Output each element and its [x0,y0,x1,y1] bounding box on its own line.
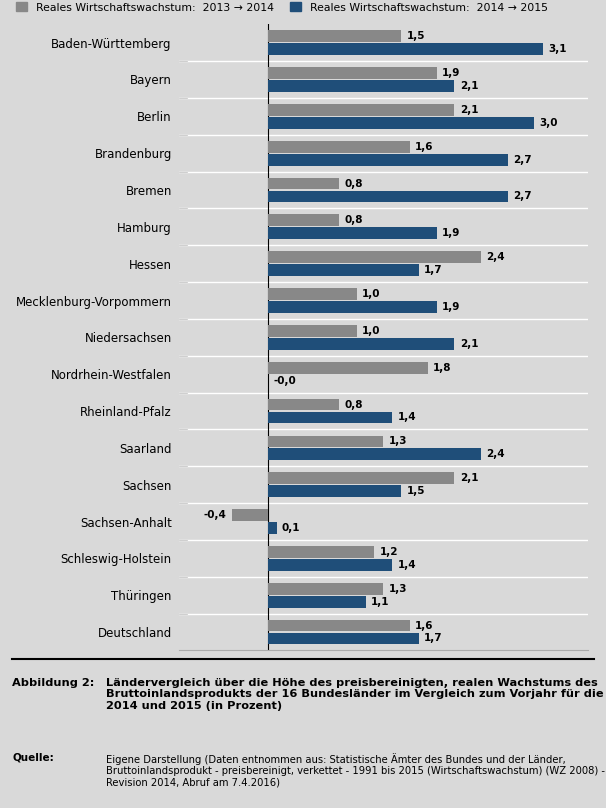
Bar [268,486,401,497]
Bar [268,141,410,153]
Bar [268,178,339,189]
Text: 1,6: 1,6 [415,141,434,152]
Text: 2,4: 2,4 [487,252,505,263]
Bar [268,67,437,79]
Bar [268,301,437,313]
Bar [268,546,375,558]
Text: 1,6: 1,6 [415,621,434,630]
Text: 0,8: 0,8 [344,216,362,225]
Text: 2,4: 2,4 [487,449,505,459]
Bar [268,595,365,608]
Text: 2,1: 2,1 [460,105,478,115]
Bar [268,583,383,595]
Text: 1,9: 1,9 [442,229,461,238]
Bar [268,80,454,92]
Bar [268,288,356,300]
Text: 1,1: 1,1 [371,596,389,607]
Bar [268,633,419,644]
Text: 2,7: 2,7 [513,154,531,165]
Bar [268,104,454,116]
Bar [268,264,419,276]
Bar [268,436,383,448]
Bar [268,338,454,350]
Text: 1,2: 1,2 [380,547,398,557]
Bar [268,43,544,55]
Text: Quelle:: Quelle: [12,753,54,763]
Text: 1,5: 1,5 [407,32,425,41]
Text: 1,7: 1,7 [424,633,443,643]
Text: 1,7: 1,7 [424,265,443,275]
Bar [268,362,428,373]
Text: 1,4: 1,4 [398,412,416,423]
Text: 0,8: 0,8 [344,179,362,188]
Bar [268,227,437,239]
Text: 0,1: 0,1 [282,523,301,533]
Bar [268,251,481,263]
Text: 1,9: 1,9 [442,68,461,78]
Bar [268,191,508,202]
Bar [268,154,508,166]
Bar [268,448,481,461]
Text: 0,8: 0,8 [344,400,362,410]
Text: 1,9: 1,9 [442,302,461,312]
Bar [268,473,454,484]
Bar [268,214,339,226]
Text: 1,4: 1,4 [398,560,416,570]
Text: Eigene Darstellung (Daten entnommen aus: Statistische Ämter des Bundes und der L: Eigene Darstellung (Daten entnommen aus:… [106,753,605,788]
Text: 2,1: 2,1 [460,339,478,349]
Bar [268,117,534,128]
Bar [232,509,268,521]
Bar [268,522,276,534]
Bar [268,411,392,423]
Text: 1,8: 1,8 [433,363,451,372]
Text: 1,3: 1,3 [388,436,407,446]
Bar [268,398,339,410]
Text: -0,0: -0,0 [273,376,296,385]
Text: 2,1: 2,1 [460,473,478,483]
Bar [268,620,410,632]
Bar [268,31,401,42]
Text: 2,1: 2,1 [460,81,478,91]
Text: 1,3: 1,3 [388,583,407,594]
Text: 3,1: 3,1 [548,44,567,54]
Text: -0,4: -0,4 [204,510,227,520]
Text: 1,0: 1,0 [362,326,381,336]
Text: 1,0: 1,0 [362,289,381,299]
Legend: Reales Wirtschaftswachstum:  2013 → 2014, Reales Wirtschaftswachstum:  2014 → 20: Reales Wirtschaftswachstum: 2013 → 2014,… [16,2,548,13]
Bar [268,325,356,337]
Text: Abbildung 2:: Abbildung 2: [12,677,95,688]
Text: 3,0: 3,0 [540,118,558,128]
Text: Ländervergleich über die Höhe des preisbereinigten, realen Wachstums des
Bruttoi: Ländervergleich über die Höhe des preisb… [106,677,606,711]
Text: 2,7: 2,7 [513,191,531,201]
Text: 1,5: 1,5 [407,486,425,496]
Bar [268,559,392,570]
